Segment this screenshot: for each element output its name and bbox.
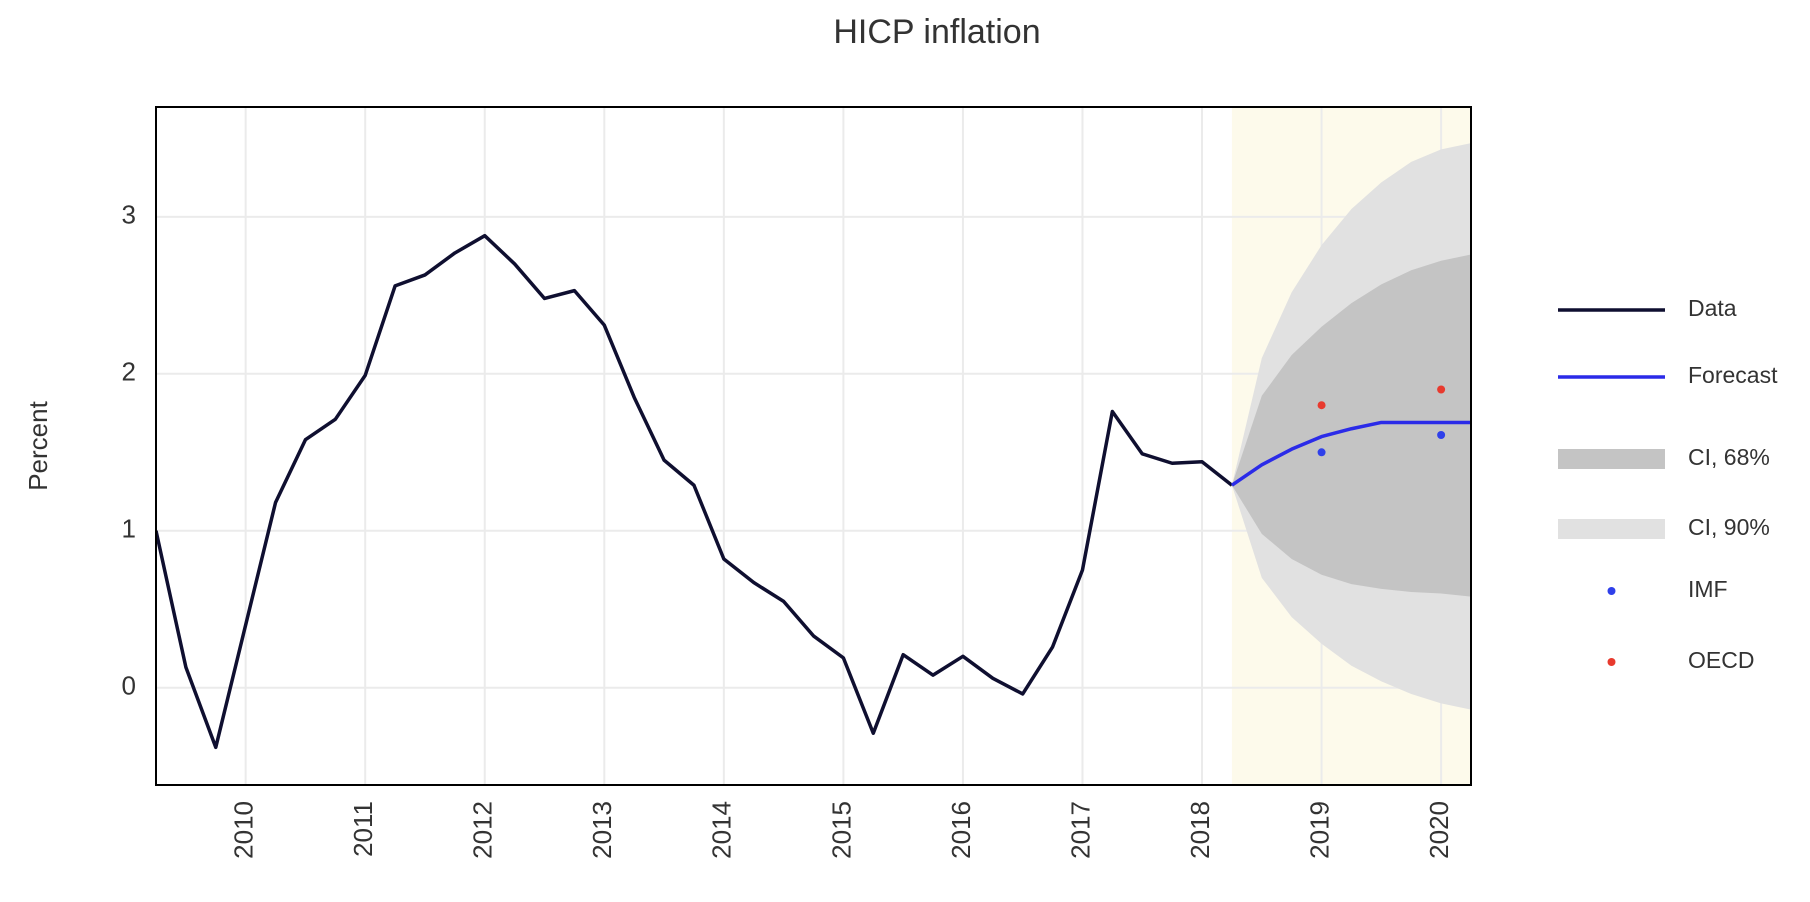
plot-area xyxy=(156,107,1471,785)
y-tick-label: 1 xyxy=(122,514,136,544)
legend-label: IMF xyxy=(1688,576,1728,602)
legend-swatch xyxy=(1558,449,1665,469)
forecast-point xyxy=(1317,448,1326,457)
series-line xyxy=(156,233,1233,750)
x-tick-label: 2019 xyxy=(1304,801,1334,859)
x-tick-label: 2015 xyxy=(826,801,856,859)
y-tick-label: 3 xyxy=(122,200,136,230)
y-tick-label: 0 xyxy=(122,671,136,701)
legend-swatch xyxy=(1607,658,1616,666)
legend-label: Forecast xyxy=(1688,362,1778,388)
legend-label: OECD xyxy=(1688,647,1754,673)
forecast-point xyxy=(1437,385,1446,394)
y-tick-label: 2 xyxy=(122,357,136,387)
x-tick-label: 2016 xyxy=(946,801,976,859)
legend-label: CI, 68% xyxy=(1688,444,1770,470)
forecast-point xyxy=(1317,401,1326,410)
x-tick-label: 2017 xyxy=(1065,801,1095,859)
chart-title: HICP inflation xyxy=(833,13,1040,51)
x-tick-label: 2013 xyxy=(587,801,617,859)
y-axis-label: Percent xyxy=(23,400,53,490)
series-line xyxy=(1230,420,1471,487)
x-tick-label: 2012 xyxy=(468,801,498,859)
x-tick-label: 2010 xyxy=(229,801,259,859)
plot-frame xyxy=(155,106,1472,786)
x-tick-label: 2014 xyxy=(707,801,737,859)
x-tick-label: 2011 xyxy=(348,801,378,857)
legend-swatch xyxy=(1607,587,1616,595)
legend-label: CI, 90% xyxy=(1688,514,1770,540)
forecast-point xyxy=(1437,431,1446,440)
legend-swatch xyxy=(1558,519,1665,539)
x-tick-label: 2018 xyxy=(1185,801,1215,859)
confidence-band xyxy=(1231,254,1471,597)
legend-label: Data xyxy=(1688,295,1737,321)
x-tick-label: 2020 xyxy=(1424,801,1454,859)
